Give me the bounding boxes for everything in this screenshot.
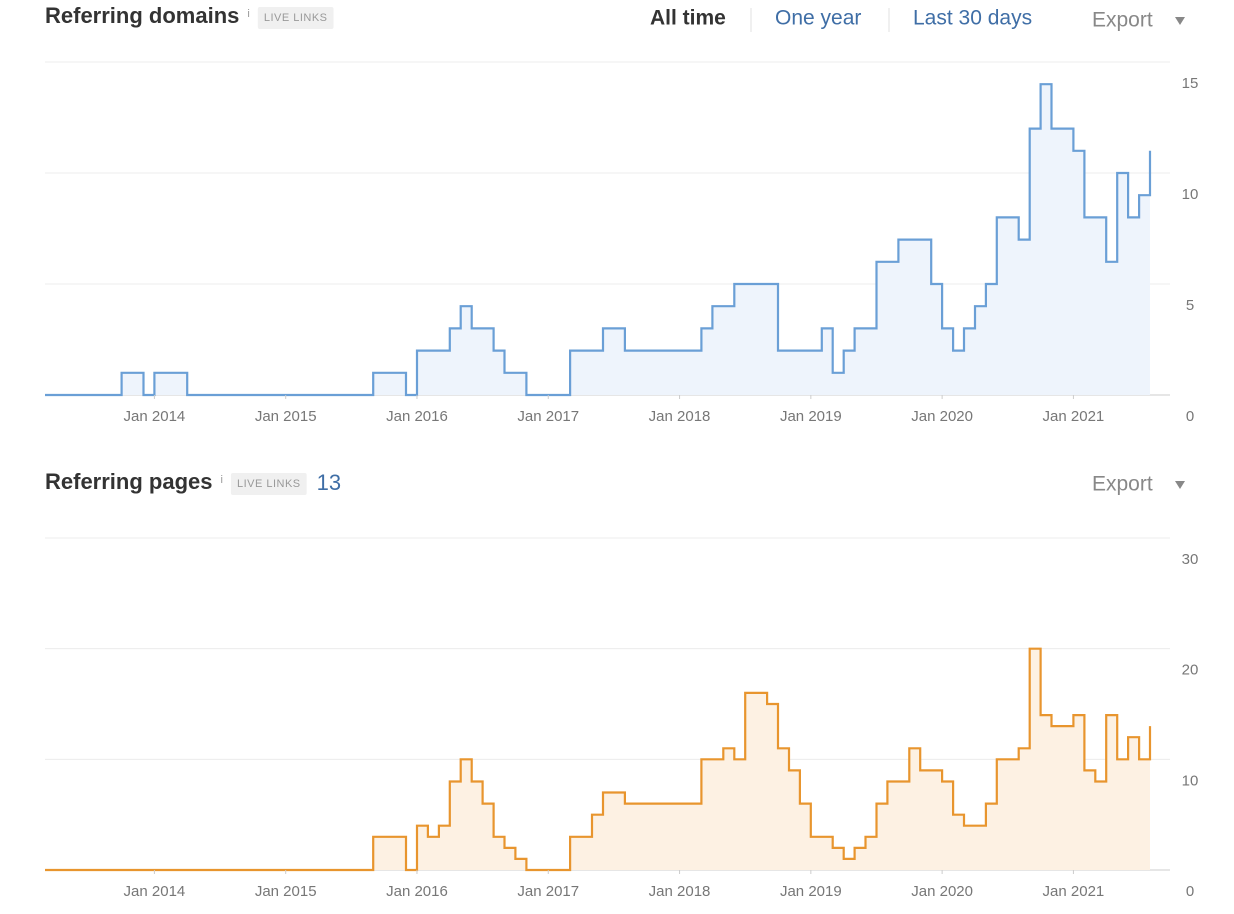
- x-tick-label: Jan 2017: [517, 883, 579, 900]
- x-tick-label: Jan 2014: [124, 883, 186, 900]
- x-tick-label: Jan 2015: [255, 883, 317, 900]
- x-tick-label: Jan 2018: [649, 883, 711, 900]
- x-tick-label: Jan 2019: [780, 408, 842, 425]
- y-tick-label: 5: [1186, 297, 1194, 314]
- info-icon: i: [221, 474, 223, 486]
- y-tick-label: 15: [1182, 75, 1199, 92]
- x-tick-label: Jan 2014: [124, 408, 186, 425]
- badge-bg: [230, 473, 307, 495]
- x-tick-label: Jan 2016: [386, 408, 448, 425]
- x-tick-label: Jan 2018: [649, 408, 711, 425]
- count: 13: [317, 470, 341, 495]
- x-tick-label: Jan 2016: [386, 883, 448, 900]
- x-tick-label: Jan 2015: [255, 408, 317, 425]
- y-tick-label: 10: [1182, 186, 1199, 203]
- line: [45, 83, 1152, 397]
- dropdown-arrow[interactable]: [1175, 17, 1185, 25]
- y-tick-label: 20: [1182, 662, 1199, 679]
- export-button[interactable]: Export: [1092, 9, 1153, 32]
- tab-last-30-days[interactable]: Last 30 days: [913, 7, 1032, 30]
- y-tick-label: 30: [1182, 551, 1199, 568]
- badge: LIVE LINKS: [237, 478, 301, 490]
- y-tick-label: 0: [1186, 883, 1194, 900]
- x-tick-label: Jan 2021: [1043, 408, 1105, 425]
- line: [45, 647, 1152, 872]
- x-tick-label: Jan 2020: [911, 408, 973, 425]
- x-tick-label: Jan 2017: [517, 408, 579, 425]
- badge-bg: [257, 7, 334, 29]
- area: [45, 84, 1150, 395]
- y-tick-label: 0: [1186, 408, 1194, 425]
- x-tick-label: Jan 2019: [780, 883, 842, 900]
- export-button[interactable]: Export: [1092, 473, 1153, 496]
- info-icon: i: [247, 8, 249, 20]
- dropdown-arrow[interactable]: [1175, 481, 1185, 489]
- badge: LIVE LINKS: [264, 12, 328, 24]
- chart-title: Referring pages: [45, 469, 213, 494]
- x-tick-label: Jan 2021: [1043, 883, 1105, 900]
- chart-title: Referring domains: [45, 3, 239, 28]
- tab-one-year[interactable]: One year: [775, 7, 861, 30]
- y-tick-label: 10: [1182, 772, 1199, 789]
- x-tick-label: Jan 2020: [911, 883, 973, 900]
- tab-all-time[interactable]: All time: [650, 7, 726, 30]
